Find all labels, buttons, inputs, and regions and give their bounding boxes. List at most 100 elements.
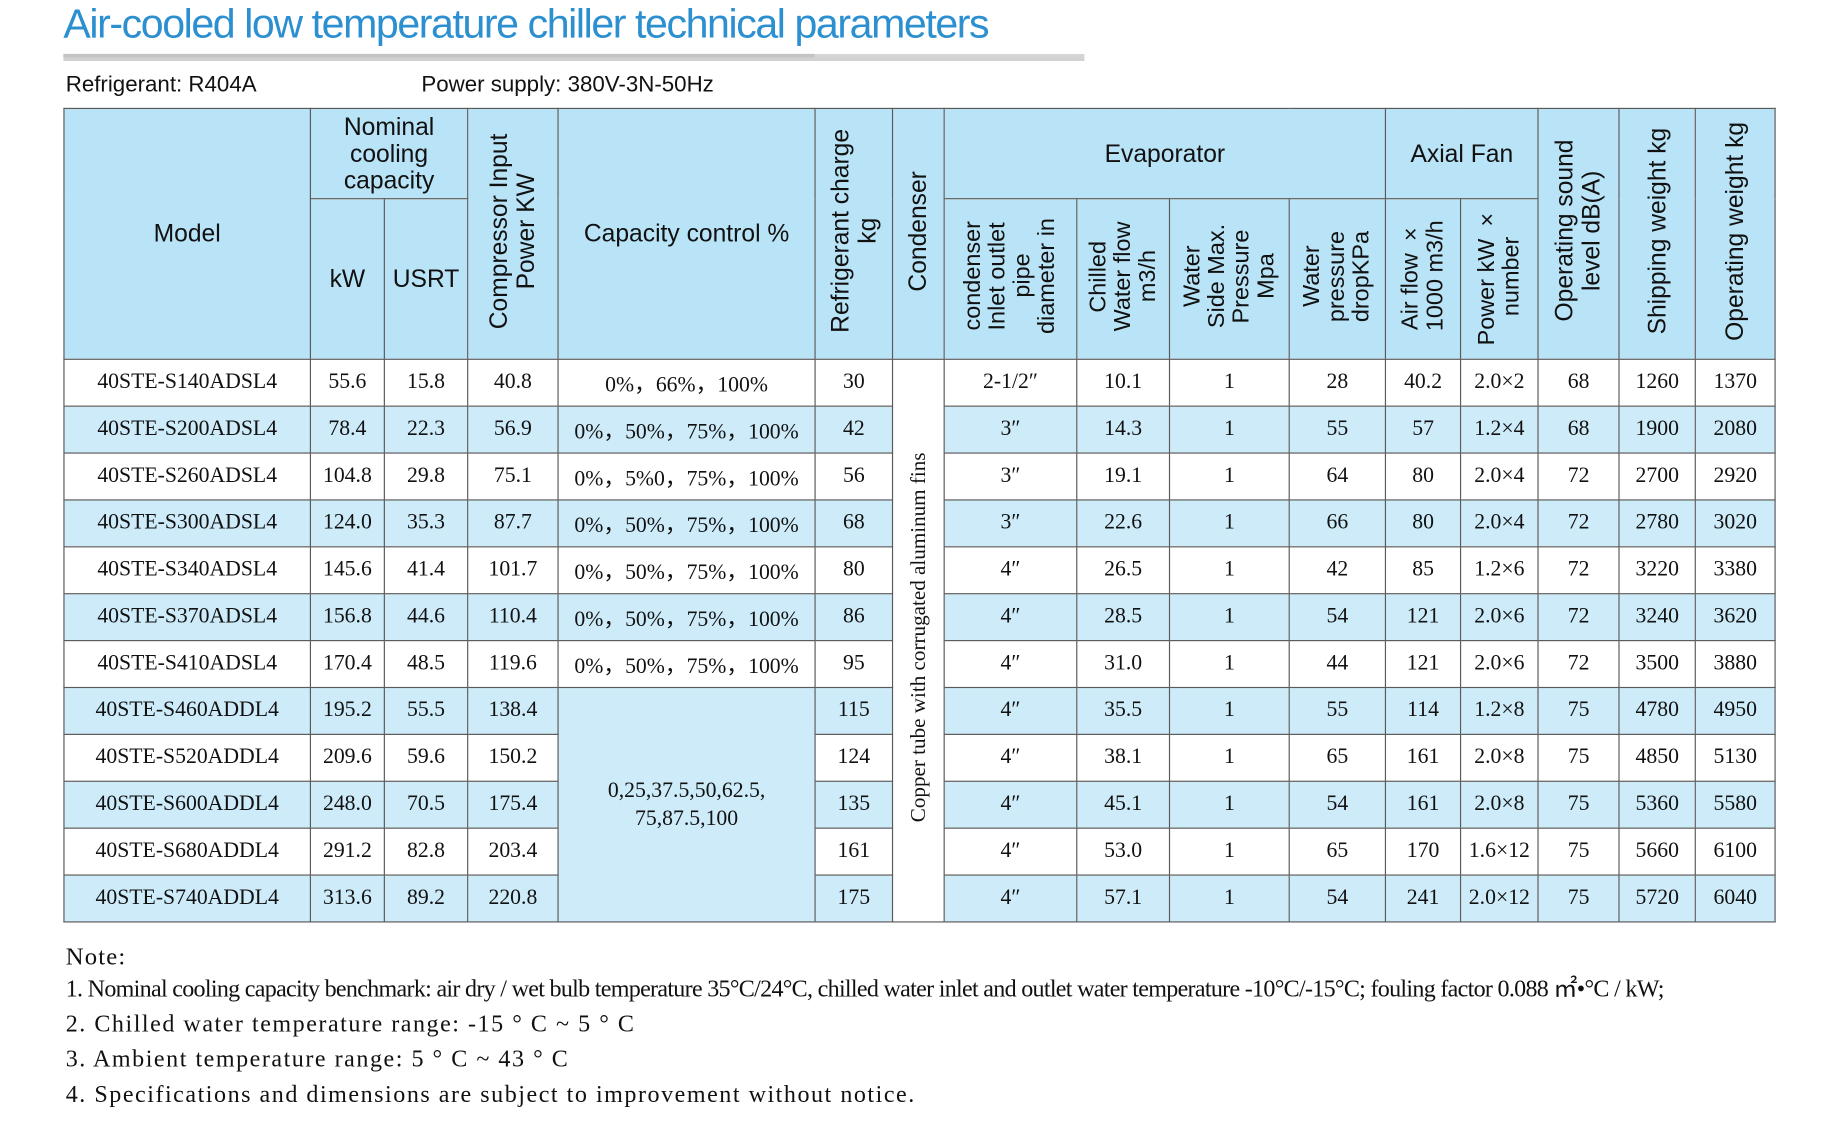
table-cell: 3220 bbox=[1618, 546, 1696, 595]
table-cell: 57 bbox=[1384, 405, 1462, 454]
table-cell: 145.6 bbox=[309, 546, 385, 595]
table-cell: 1 bbox=[1168, 593, 1290, 642]
table-cell: 1 bbox=[1168, 686, 1290, 735]
table-cell: 241 bbox=[1384, 874, 1462, 923]
table-cell: 119.6 bbox=[467, 640, 559, 689]
table-cell: 138.4 bbox=[467, 686, 559, 735]
table-cell: 2.0×2 bbox=[1460, 358, 1539, 407]
table-cell: 2700 bbox=[1618, 452, 1696, 501]
header-condenser: Condenser bbox=[891, 107, 945, 360]
table-row: 40STE-S520ADDL4 209.6 59.6 150.2 124 4″ 38.1 1… bbox=[63, 733, 1776, 782]
table-cell: 40STE-S600ADDL4 bbox=[63, 780, 312, 829]
table-cell: 56.9 bbox=[467, 405, 559, 454]
table-cell: 1900 bbox=[1618, 405, 1696, 454]
table-cell: 65 bbox=[1288, 827, 1387, 876]
table-cell: 3380 bbox=[1694, 546, 1776, 595]
table-cell: 68 bbox=[1537, 405, 1620, 454]
table-cell: 5130 bbox=[1694, 733, 1776, 782]
table-cell: 0%，50%，75%，100% bbox=[557, 593, 816, 642]
table-cell: 3″ bbox=[943, 452, 1078, 501]
table-cell: 29.8 bbox=[383, 452, 469, 501]
table-cell: 3″ bbox=[943, 405, 1078, 454]
table-cell: 75 bbox=[1537, 874, 1620, 923]
table-cell: 4″ bbox=[943, 640, 1078, 689]
power-supply-label: Power supply: 380V-3N-50Hz bbox=[421, 72, 714, 98]
table-cell: 28.5 bbox=[1076, 593, 1171, 642]
table-cell: 175.4 bbox=[467, 780, 559, 829]
table-cell: 3880 bbox=[1694, 640, 1776, 689]
table-row: 40STE-S200ADSL4 78.4 22.3 56.9 0%，50%，75%，10… bbox=[63, 405, 1776, 454]
header-kw: kW bbox=[309, 198, 385, 360]
table-cell: 1 bbox=[1168, 827, 1290, 876]
condenser-description: Copper tube with corrugated aluminum fin… bbox=[891, 358, 945, 923]
table-cell: 68 bbox=[814, 499, 894, 548]
header-fan-power: Power kW × number bbox=[1460, 198, 1539, 360]
table-cell: 248.0 bbox=[309, 780, 385, 829]
table-cell: 65 bbox=[1288, 733, 1387, 782]
table-cell: 72 bbox=[1537, 452, 1620, 501]
spec-table: Model Nominal cooling capacity Compresso… bbox=[63, 107, 1776, 923]
table-cell: 55 bbox=[1288, 405, 1387, 454]
table-cell: 55 bbox=[1288, 686, 1387, 735]
table-cell: 40STE-S260ADSL4 bbox=[63, 452, 312, 501]
table-cell: 220.8 bbox=[467, 874, 559, 923]
table-cell: 0%，66%，100% bbox=[557, 358, 816, 407]
table-row: 40STE-S370ADSL4 156.8 44.6 110.4 0%，50%，75%，… bbox=[63, 593, 1776, 642]
table-cell: 4″ bbox=[943, 827, 1078, 876]
table-cell: 3500 bbox=[1618, 640, 1696, 689]
table-cell: 3240 bbox=[1618, 593, 1696, 642]
table-cell: 4″ bbox=[943, 593, 1078, 642]
table-cell: 75 bbox=[1537, 827, 1620, 876]
table-cell: 150.2 bbox=[467, 733, 559, 782]
table-cell: 66 bbox=[1288, 499, 1387, 548]
note-item: 3. Ambient temperature range: 5 ° C ~ 43… bbox=[65, 1046, 570, 1073]
table-cell: 22.6 bbox=[1076, 499, 1171, 548]
table-cell: 4850 bbox=[1618, 733, 1696, 782]
table-cell: 82.8 bbox=[383, 827, 469, 876]
table-cell: 45.1 bbox=[1076, 780, 1171, 829]
header-capacity-control: Capacity control % bbox=[557, 107, 816, 360]
table-cell: 54 bbox=[1288, 780, 1387, 829]
table-cell: 54 bbox=[1288, 874, 1387, 923]
table-cell: 0%，5%0，75%，100% bbox=[557, 452, 816, 501]
table-cell: 19.1 bbox=[1076, 452, 1171, 501]
table-cell: 40.2 bbox=[1384, 358, 1462, 407]
table-cell: 85 bbox=[1384, 546, 1462, 595]
table-cell: 40STE-S140ADSL4 bbox=[63, 358, 312, 407]
table-cell: 110.4 bbox=[467, 593, 559, 642]
table-cell: 2.0×8 bbox=[1460, 733, 1539, 782]
table-cell: 1 bbox=[1168, 780, 1290, 829]
header-sound-level: Operating sound level dB(A) bbox=[1537, 107, 1620, 360]
table-cell: 72 bbox=[1537, 593, 1620, 642]
table-cell: 22.3 bbox=[383, 405, 469, 454]
table-cell: 80 bbox=[814, 546, 894, 595]
header-shipping-weight: Shipping weight kg bbox=[1618, 107, 1696, 360]
table-cell: 121 bbox=[1384, 640, 1462, 689]
title-underline bbox=[63, 53, 1085, 61]
table-cell: 72 bbox=[1537, 640, 1620, 689]
table-cell: 175 bbox=[814, 874, 894, 923]
table-cell: 4″ bbox=[943, 546, 1078, 595]
header-air-flow: Air flow × 1000 m3/h bbox=[1384, 198, 1462, 360]
table-row: 40STE-S140ADSL4 55.6 15.8 40.8 0%，66%，100% 30… bbox=[63, 358, 1776, 923]
table-cell: 0%，50%，75%，100% bbox=[557, 546, 816, 595]
table-cell: 3020 bbox=[1694, 499, 1776, 548]
table-cell: 4″ bbox=[943, 686, 1078, 735]
table-cell: 6040 bbox=[1694, 874, 1776, 923]
table-cell: 80 bbox=[1384, 499, 1462, 548]
notes-heading: Note: bbox=[65, 942, 127, 971]
table-cell: 75 bbox=[1537, 686, 1620, 735]
table-row: 40STE-S600ADDL4 248.0 70.5 175.4 135 4″ 45.1 1… bbox=[63, 780, 1776, 829]
table-cell: 87.7 bbox=[467, 499, 559, 548]
table-cell: 2.0×8 bbox=[1460, 780, 1539, 829]
table-cell: 80 bbox=[1384, 452, 1462, 501]
table-cell: 30 bbox=[814, 358, 894, 407]
table-cell: 54 bbox=[1288, 593, 1387, 642]
table-cell: 0%，50%，75%，100% bbox=[557, 499, 816, 548]
page-title: Air-cooled low temperature chiller techn… bbox=[63, 1, 989, 47]
table-cell: 2.0×6 bbox=[1460, 640, 1539, 689]
table-cell: 5660 bbox=[1618, 827, 1696, 876]
table-cell: 28 bbox=[1288, 358, 1387, 407]
table-cell: 59.6 bbox=[383, 733, 469, 782]
table-cell: 31.0 bbox=[1076, 640, 1171, 689]
